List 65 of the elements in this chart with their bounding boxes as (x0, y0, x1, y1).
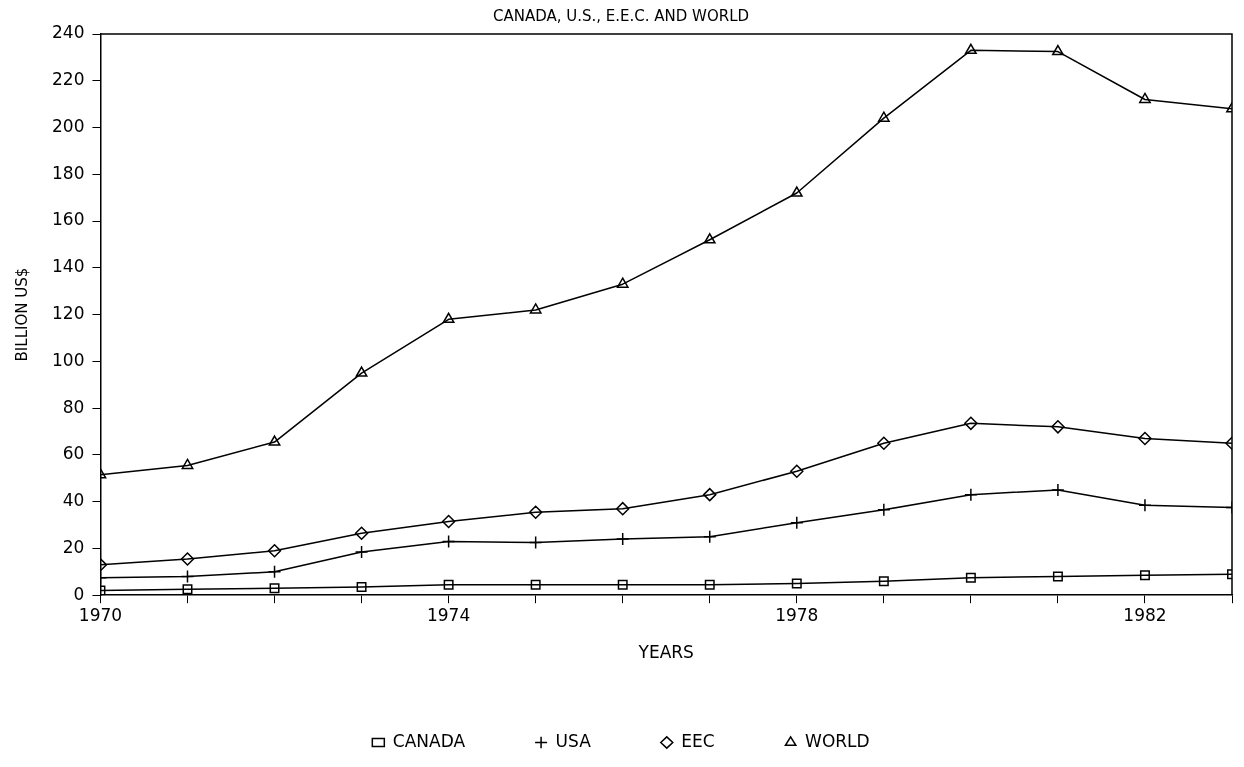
y-tick-label: 140 (51, 256, 85, 277)
point (269, 583, 280, 594)
point (877, 436, 891, 450)
point (1138, 431, 1152, 446)
point (354, 526, 369, 540)
point (1051, 420, 1065, 434)
point (355, 366, 368, 377)
point (268, 435, 281, 446)
point (530, 579, 541, 590)
point (356, 582, 367, 593)
point (877, 111, 890, 122)
point (617, 579, 628, 590)
point (878, 576, 889, 587)
y-tick-label: 0 (73, 583, 85, 604)
y-tick-label: 220 (51, 69, 85, 90)
legend-label: WORLD (805, 730, 870, 751)
y-tick-label: 180 (51, 162, 85, 183)
legend-label: USA (555, 730, 592, 751)
point (615, 532, 630, 546)
point (180, 569, 195, 584)
point (528, 535, 543, 550)
y-axis-title: BILLION US$ (12, 267, 31, 362)
point (181, 458, 194, 470)
y-tick-label: 80 (62, 396, 85, 417)
point (1052, 571, 1063, 582)
y-tick-label: 40 (62, 490, 85, 511)
point (703, 233, 716, 244)
point (182, 584, 193, 595)
y-tick-label: 120 (51, 303, 85, 324)
y-tick-label: 100 (51, 349, 85, 370)
point (529, 303, 542, 314)
point (441, 534, 456, 549)
point (1139, 570, 1150, 581)
chart-title: CANADA, U.S., E.E.C. AND WORLD (492, 6, 750, 25)
y-tick-label: 60 (62, 443, 85, 464)
point (616, 277, 629, 288)
point (965, 572, 976, 583)
point (1051, 44, 1064, 56)
legend-label: EEC (681, 730, 715, 751)
point (964, 416, 978, 431)
y-tick-label: 240 (51, 22, 85, 43)
point (442, 312, 455, 324)
point (964, 43, 977, 55)
point (791, 578, 802, 589)
point (790, 464, 804, 479)
point (790, 186, 803, 197)
x-tick-label: 1974 (426, 604, 471, 625)
point (615, 501, 630, 516)
y-tick-label: 160 (51, 209, 85, 230)
x-tick-label: 1982 (1123, 604, 1167, 625)
point (528, 505, 543, 519)
point (443, 579, 454, 590)
point (703, 487, 717, 502)
x-tick-label: 1978 (775, 604, 819, 625)
legend-label: CANADA (392, 730, 466, 751)
y-tick-label: 200 (51, 115, 85, 136)
point (441, 514, 456, 529)
x-tick-label: 1970 (78, 604, 123, 625)
point (1139, 92, 1151, 104)
point (267, 544, 282, 558)
x-axis-title: YEARS (637, 642, 694, 663)
point (180, 552, 195, 566)
y-tick-label: 20 (62, 536, 85, 557)
point (267, 565, 282, 579)
point (704, 579, 715, 590)
